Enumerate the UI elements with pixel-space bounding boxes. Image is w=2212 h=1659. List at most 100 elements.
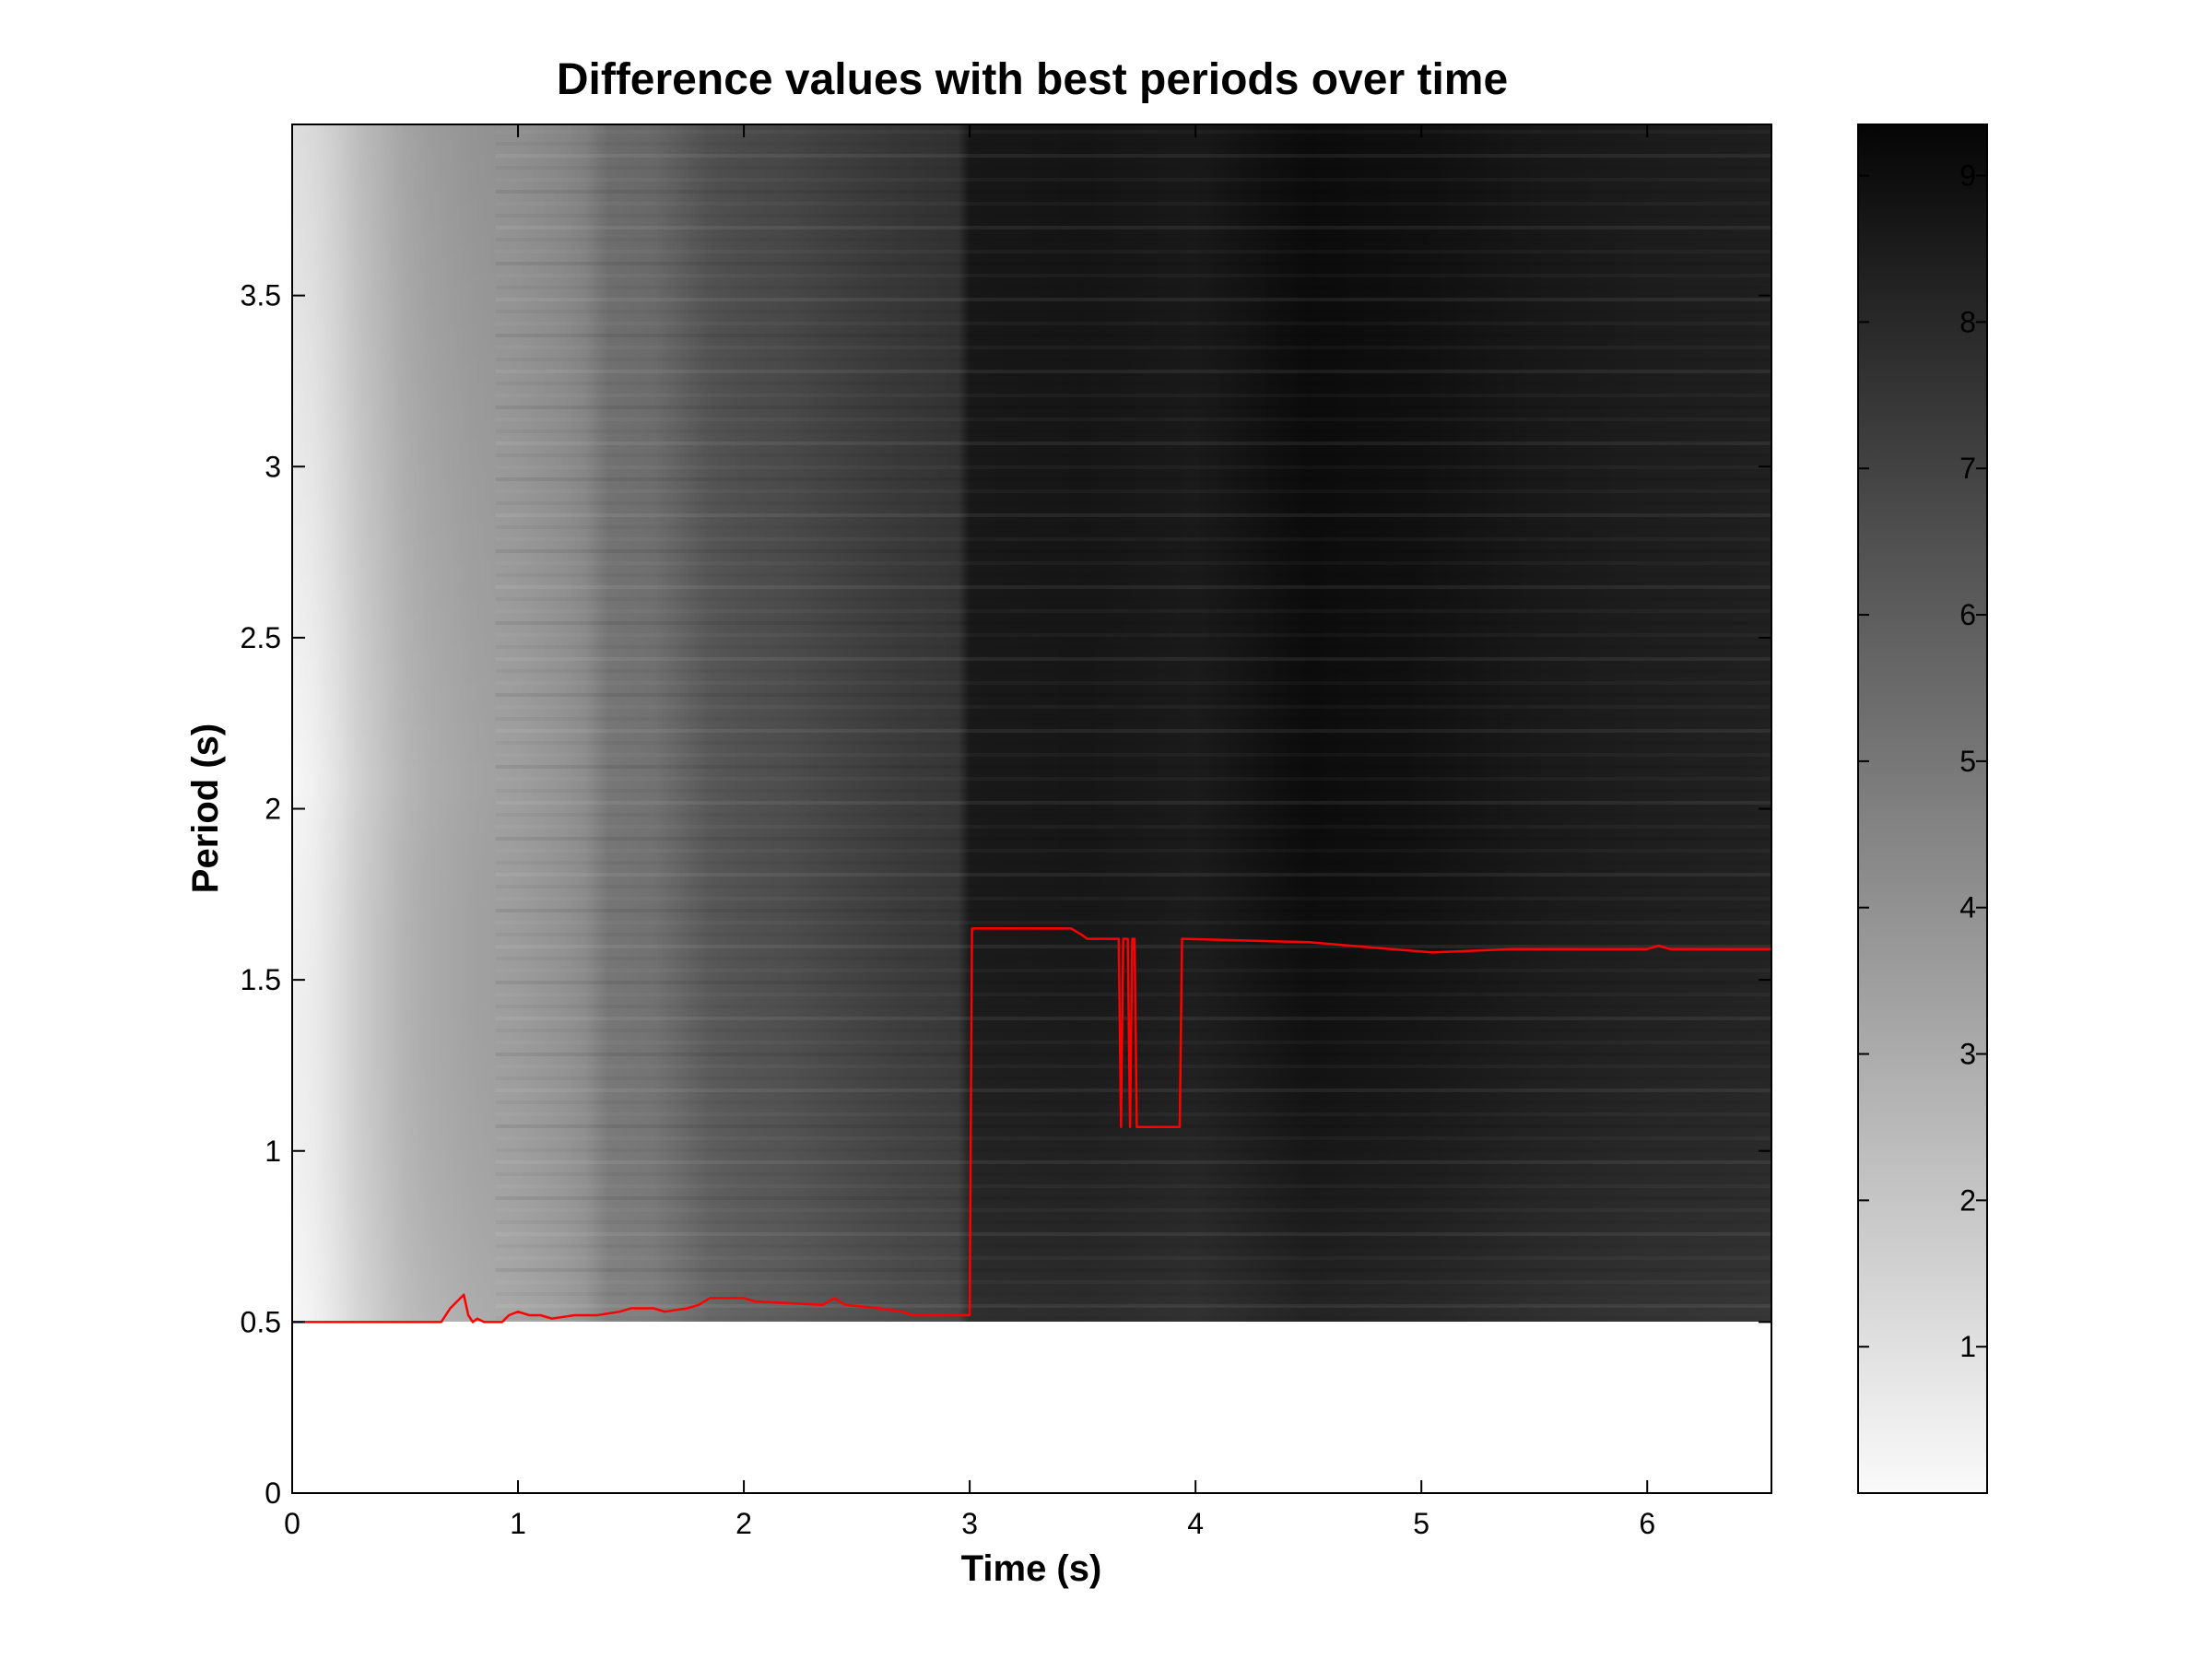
heatmap-stripe [496, 465, 1771, 469]
heatmap-stripe [496, 741, 1771, 745]
heatmap-stripe [496, 813, 1771, 817]
heatmap-stripe [496, 202, 1771, 206]
heatmap-stripe [496, 358, 1771, 361]
x-tick-label: 1 [510, 1507, 526, 1540]
heatmap-stripe [496, 681, 1771, 685]
colorbar-frame [1857, 124, 1988, 1494]
heatmap-stripe [495, 1268, 1771, 1272]
heatmap-stripe [496, 130, 1771, 134]
colorbar-tick-label: 4 [1959, 891, 1976, 924]
heatmap-stripe [496, 861, 1771, 865]
heatmap-stripe [496, 957, 1771, 960]
heatmap-stripe [495, 298, 1771, 301]
heatmap-stripe [496, 1172, 1771, 1176]
heatmap-stripe [496, 933, 1771, 936]
heatmap-stripe [496, 418, 1771, 421]
y-axis-label: Period (s) [185, 724, 226, 893]
heatmap-stripe [496, 214, 1771, 218]
heatmap-stripe [496, 286, 1771, 289]
colorbar: 1 2 3 4 5 6 7 8 9 [1857, 124, 1988, 1494]
colorbar-tick-label: 9 [1959, 159, 1976, 193]
heatmap-stripe [496, 669, 1771, 673]
heatmap-stripe [495, 873, 1771, 877]
heatmap-stripe [496, 1065, 1771, 1068]
heatmap-stripe [496, 645, 1771, 649]
heatmap-stripe [495, 334, 1771, 337]
heatmap-stripe [496, 166, 1771, 170]
x-tick-label: 0 [284, 1507, 300, 1540]
heatmap-stripe [495, 657, 1771, 661]
heatmap-stripe [496, 310, 1771, 313]
heatmap-stripe [496, 346, 1771, 349]
heatmap-stripe [496, 1280, 1771, 1284]
heatmap-stripe [496, 322, 1771, 325]
heatmap-stripe [496, 597, 1771, 601]
heatmap-stripe [496, 1005, 1771, 1008]
best-period-line [292, 927, 1771, 1324]
heatmap-stripe [496, 429, 1771, 433]
heatmap-shading [292, 124, 1771, 1322]
heatmap-stripe [496, 705, 1771, 709]
y-tick-label: 3 [265, 450, 281, 483]
y-tick-label: 2 [265, 793, 281, 826]
heatmap-stripe [496, 525, 1771, 529]
heatmap-stripe [496, 1208, 1771, 1212]
heatmap-stripe [496, 178, 1771, 182]
heatmap-stripe [496, 921, 1771, 924]
colorbar-tick-label: 3 [1959, 1038, 1976, 1071]
heatmap-stripe [496, 849, 1771, 853]
heatmap-stripe [496, 537, 1771, 541]
heatmap-stripe [496, 1316, 1771, 1320]
heatmap-stripe [495, 1160, 1771, 1164]
colorbar-tick-label: 5 [1959, 745, 1976, 778]
colorbar-tick-label: 1 [1959, 1330, 1976, 1363]
heatmap-stripe [496, 274, 1771, 277]
heatmap-stripe [495, 1088, 1771, 1092]
heatmap-stripe [496, 382, 1771, 385]
heatmap-stripe [496, 885, 1771, 888]
heatmap-stripe [496, 609, 1771, 613]
x-tick-label: 4 [1187, 1507, 1204, 1540]
heatmap-stripe [496, 993, 1771, 996]
y-tick-label: 1.5 [241, 963, 281, 996]
heatmap-stripe [495, 370, 1771, 373]
heatmap-stripe [495, 1232, 1771, 1236]
heatmap-stripe [496, 1077, 1771, 1080]
heatmap-stripe [495, 1124, 1771, 1128]
heatmap-stripe [496, 394, 1771, 397]
heatmap-stripe [496, 1041, 1771, 1044]
heatmap-stripe [496, 453, 1771, 457]
x-tick-label: 6 [1639, 1507, 1655, 1540]
x-axis: 0 1 2 3 4 5 6 [284, 124, 1655, 1540]
heatmap-stripe [496, 969, 1771, 972]
x-tick-label: 3 [961, 1507, 978, 1540]
heatmap-stripe [495, 585, 1771, 589]
heatmap-stripe [495, 477, 1771, 481]
heatmap-stripe [495, 154, 1771, 158]
heatmap-stripe [496, 1136, 1771, 1140]
heatmap-stripe [496, 489, 1771, 493]
colorbar-tick-label: 7 [1959, 452, 1976, 485]
heatmap-stripe [495, 729, 1771, 733]
heatmap-stripe [495, 441, 1771, 445]
heatmap-stripe [496, 573, 1771, 577]
heatmap-stripe [496, 1148, 1771, 1152]
heatmap-stripe [495, 621, 1771, 625]
x-tick-label: 2 [735, 1507, 752, 1540]
heatmap-stripe [496, 1256, 1771, 1260]
heatmap-stripe [496, 1112, 1771, 1116]
heatmap-stripe [496, 1100, 1771, 1104]
heatmap-stripe [495, 945, 1771, 948]
heatmap-stripe [496, 250, 1771, 253]
colorbar-tick-label: 2 [1959, 1183, 1976, 1217]
heatmap-stripe [496, 561, 1771, 565]
heatmap-stripe [495, 909, 1771, 912]
heatmap-stripe [495, 549, 1771, 553]
heatmap-stripe [496, 1292, 1771, 1296]
y-axis: 0 0.5 1 1.5 2 2.5 3 3.5 [241, 279, 1771, 1510]
heatmap-stripe [496, 1220, 1771, 1224]
heatmap-stripe [495, 981, 1771, 984]
heatmap-stripe [496, 789, 1771, 793]
heatmap-stripe [495, 1053, 1771, 1056]
